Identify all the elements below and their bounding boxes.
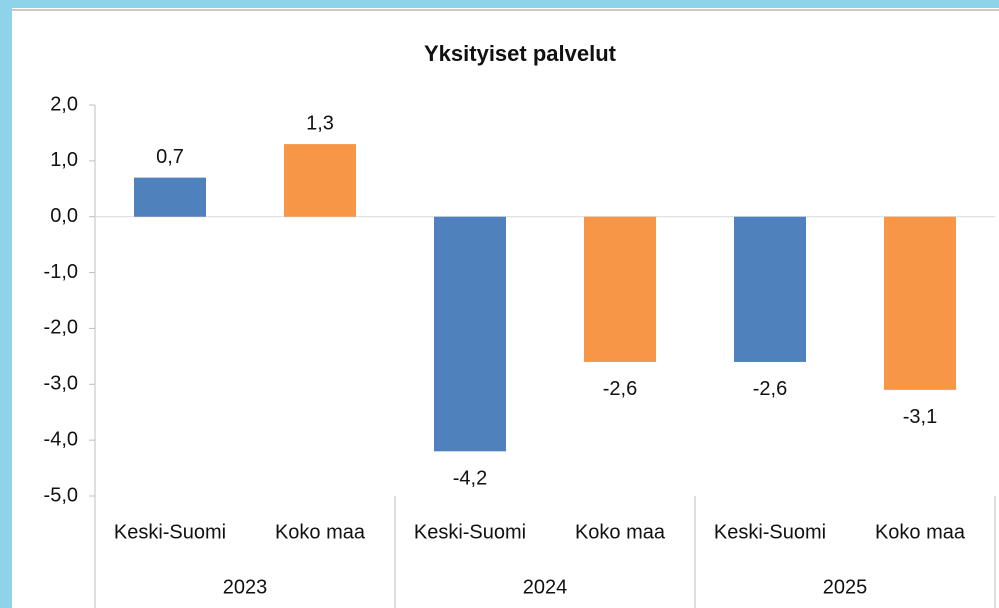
chart-title: Yksityiset palvelut xyxy=(424,41,617,66)
data-label: -2,6 xyxy=(603,378,637,400)
y-tick-label: -4,0 xyxy=(44,428,78,450)
x-tick-label: Koko maa xyxy=(275,521,366,543)
y-tick-label: -5,0 xyxy=(44,484,78,506)
x-group-label: 2025 xyxy=(823,576,868,598)
data-label: -2,6 xyxy=(753,378,787,400)
y-tick-label: 2,0 xyxy=(50,93,78,115)
y-tick-label: -3,0 xyxy=(44,373,78,395)
top-frame xyxy=(0,0,999,8)
x-group-label: 2023 xyxy=(223,576,268,598)
data-label: 0,7 xyxy=(156,146,184,168)
x-tick-label: Koko maa xyxy=(875,521,966,543)
data-label: -3,1 xyxy=(903,406,937,428)
bar xyxy=(884,216,956,390)
data-label: 1,3 xyxy=(306,112,334,134)
y-tick-label: 1,0 xyxy=(50,149,78,171)
bar xyxy=(434,216,506,452)
y-tick-label: -2,0 xyxy=(44,317,78,339)
x-tick-label: Keski-Suomi xyxy=(114,521,226,543)
bar xyxy=(134,177,206,217)
x-tick-label: Koko maa xyxy=(575,521,666,543)
x-tick-label: Keski-Suomi xyxy=(714,521,826,543)
y-tick-label: 0,0 xyxy=(50,205,78,227)
bar xyxy=(284,144,356,217)
left-frame xyxy=(0,0,12,608)
data-label: -4,2 xyxy=(453,468,487,490)
bar xyxy=(734,216,806,362)
y-tick-label: -1,0 xyxy=(44,261,78,283)
bar xyxy=(584,216,656,362)
x-group-label: 2024 xyxy=(523,576,568,598)
x-tick-label: Keski-Suomi xyxy=(414,521,526,543)
